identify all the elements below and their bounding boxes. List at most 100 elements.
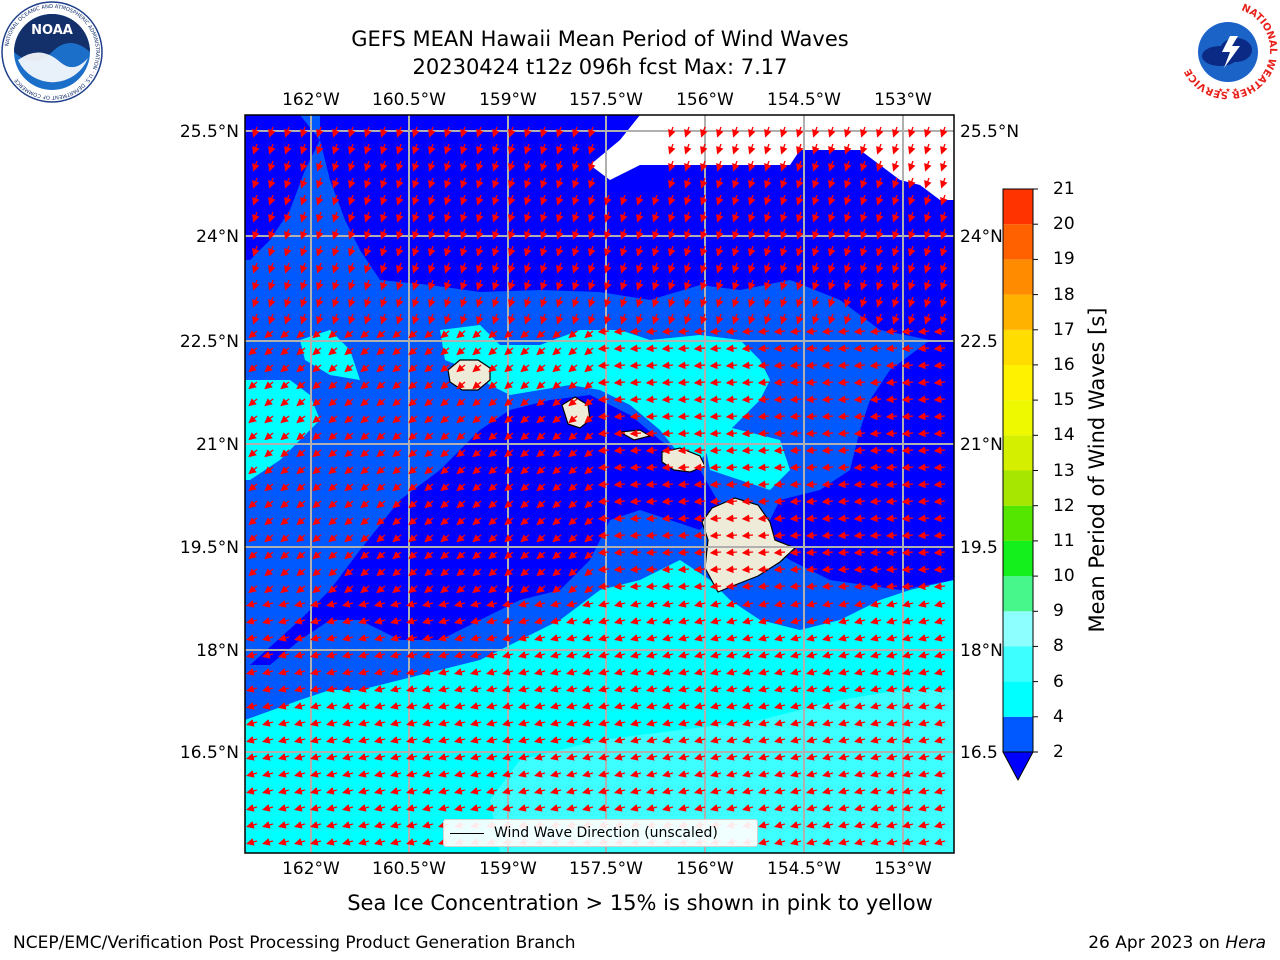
- wind-wave-arrow: [844, 126, 852, 138]
- wind-wave-arrow: [661, 514, 674, 523]
- wind-wave-arrow: [540, 211, 548, 223]
- wind-wave-arrow: [316, 245, 324, 257]
- wind-wave-arrow: [396, 143, 404, 155]
- wind-wave-arrow: [460, 228, 468, 240]
- wind-wave-arrow: [700, 279, 708, 291]
- wind-wave-arrow: [917, 531, 930, 540]
- wind-wave-arrow: [252, 177, 260, 189]
- wind-wave-arrow: [837, 412, 850, 421]
- wind-wave-arrow: [853, 327, 866, 336]
- wind-wave-arrow: [661, 463, 674, 472]
- wind-wave-arrow: [805, 480, 818, 489]
- chart-title: GEFS MEAN Hawaii Mean Period of Wind Wav…: [351, 27, 849, 51]
- wind-wave-arrow: [348, 228, 356, 240]
- wind-wave-arrow: [280, 347, 290, 356]
- wind-wave-arrow: [312, 347, 322, 356]
- wind-wave-arrow: [328, 432, 338, 441]
- wind-wave-arrow: [572, 143, 580, 155]
- wind-wave-arrow: [424, 432, 434, 441]
- wind-wave-arrow: [821, 531, 834, 540]
- wind-wave-arrow: [264, 364, 274, 373]
- wind-wave-arrow: [328, 347, 338, 356]
- wind-wave-arrow: [789, 463, 802, 472]
- wind-wave-arrow: [869, 446, 882, 455]
- wind-wave-arrow: [780, 262, 788, 274]
- wind-wave-arrow: [773, 378, 786, 387]
- wind-wave-arrow: [748, 126, 756, 138]
- wind-wave-arrow: [668, 313, 676, 325]
- wind-wave-arrow: [901, 344, 914, 353]
- wind-wave-arrow: [396, 279, 404, 291]
- noaa-logo-text: NOAA: [31, 23, 73, 38]
- wind-wave-arrow: [908, 279, 916, 291]
- wind-wave-arrow: [924, 126, 932, 138]
- wind-wave-arrow: [789, 480, 802, 489]
- wind-wave-arrow: [693, 497, 706, 506]
- wind-wave-arrow: [860, 228, 868, 240]
- wind-wave-arrow: [940, 194, 948, 206]
- wind-wave-arrow: [764, 143, 772, 155]
- wind-wave-arrow: [540, 262, 548, 274]
- wind-wave-arrow: [885, 395, 898, 404]
- colorbar-segment: [1003, 329, 1033, 365]
- colorbar-tick-label: 17: [1053, 319, 1075, 340]
- wind-wave-arrow: [316, 143, 324, 155]
- wind-wave-arrow: [300, 228, 308, 240]
- wind-wave-arrow: [476, 262, 484, 274]
- period-band-under-channel: [250, 395, 720, 665]
- wind-wave-arrow: [348, 177, 356, 189]
- wind-wave-arrow: [684, 143, 692, 155]
- wind-wave-arrow: [908, 296, 916, 308]
- wind-wave-arrow: [597, 361, 610, 370]
- colorbar-segment: [1003, 540, 1033, 577]
- wind-wave-arrow: [396, 211, 404, 223]
- wind-wave-arrow: [741, 327, 754, 336]
- wind-wave-arrow: [508, 194, 516, 206]
- wind-wave-arrow: [645, 565, 658, 574]
- wind-wave-arrow: [757, 548, 770, 557]
- wind-wave-arrow: [805, 446, 818, 455]
- kauai-island: [447, 359, 491, 391]
- wind-wave-arrow: [396, 126, 404, 138]
- wind-wave-arrow: [837, 531, 850, 540]
- wind-wave-arrow: [924, 211, 932, 223]
- wind-wave-arrow: [732, 313, 740, 325]
- nws-logo: NATIONAL WEATHER SERVICE ★ ★ ★: [1180, 2, 1278, 100]
- wind-wave-arrow: [924, 279, 932, 291]
- wind-wave-arrow: [764, 194, 772, 206]
- wind-wave-arrow: [908, 211, 916, 223]
- wind-wave-arrow: [300, 279, 308, 291]
- wind-wave-arrow: [780, 177, 788, 189]
- wind-wave-arrow: [876, 313, 884, 325]
- wind-wave-arrow: [588, 194, 596, 206]
- wind-wave-arrow: [408, 432, 418, 441]
- wind-wave-arrow: [348, 262, 356, 274]
- colorbar-tick-label: 20: [1053, 214, 1075, 235]
- longitude-label: 159°W: [479, 859, 537, 879]
- colorbar-segment: [1003, 681, 1033, 717]
- wind-wave-arrow: [661, 531, 674, 540]
- wind-wave-arrow: [408, 330, 418, 339]
- wind-wave-arrow: [332, 126, 340, 138]
- wind-wave-arrow: [812, 245, 820, 257]
- wind-wave-arrow: [812, 296, 820, 308]
- wind-wave-arrow: [725, 378, 738, 387]
- wind-wave-arrow: [908, 262, 916, 274]
- wind-wave-arrow: [940, 160, 948, 172]
- wind-wave-arrow: [348, 160, 356, 172]
- wind-wave-arrow: [860, 126, 868, 138]
- producer-credit: NCEP/EMC/Verification Post Processing Pr…: [13, 933, 576, 953]
- wind-wave-arrow: [597, 327, 610, 336]
- map-legend: Wind Wave Direction (unscaled): [443, 819, 758, 847]
- wind-wave-arrow: [613, 565, 626, 574]
- wind-wave-arrow: [492, 126, 500, 138]
- wind-wave-arrow: [789, 446, 802, 455]
- wind-wave-arrow: [709, 480, 722, 489]
- wind-wave-arrow: [588, 211, 596, 223]
- wind-wave-arrow: [828, 262, 836, 274]
- latitude-label: 22.5: [960, 332, 998, 352]
- wind-wave-arrow: [376, 347, 386, 356]
- latitude-label: 24°N: [960, 227, 1003, 247]
- wind-wave-arrow: [584, 330, 594, 339]
- wind-wave-arrow: [796, 160, 804, 172]
